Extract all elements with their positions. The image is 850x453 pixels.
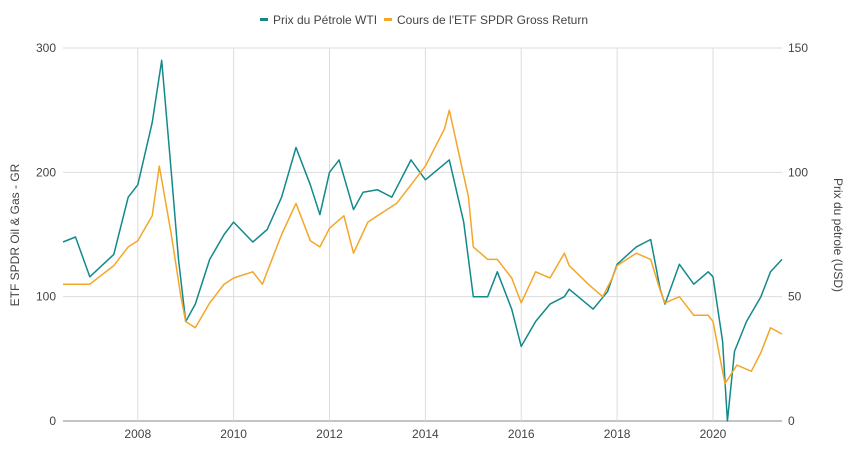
y-right-tick-label: 50: [788, 290, 802, 304]
legend-swatch-etf: [384, 18, 392, 21]
y-right-label: Prix du pétrole (USD): [831, 178, 845, 292]
x-tick-label: 2008: [124, 427, 151, 441]
legend-label-etf: Cours de l'ETF SPDR Gross Return: [397, 13, 588, 27]
x-tick-label: 2018: [604, 427, 631, 441]
y-right-tick-label: 100: [788, 165, 808, 179]
x-tick-label: 2016: [508, 427, 535, 441]
y-left-tick-label: 0: [49, 414, 56, 428]
legend: Prix du Pétrole WTI Cours de l'ETF SPDR …: [260, 13, 588, 27]
series-line-wti: [62, 59, 783, 422]
legend-swatch-wti: [260, 18, 268, 21]
axis-ticks: 0 100 200 300 0 50 100 150 2008 2010 2012 2014 2016 2…: [36, 41, 808, 441]
y-left-tick-label: 300: [36, 41, 56, 55]
y-right-tick-label: 0: [788, 414, 795, 428]
series-line-etf: [63, 109, 783, 385]
y-left-tick-label: 100: [36, 290, 56, 304]
y-left-tick-label: 200: [36, 165, 56, 179]
legend-label-wti: Prix du Pétrole WTI: [273, 13, 377, 27]
y-right-tick-label: 150: [788, 41, 808, 55]
x-tick-label: 2012: [316, 427, 343, 441]
y-left-label: ETF SPDR Oil & Gas - GR: [8, 163, 22, 306]
series-lines: [62, 59, 783, 422]
x-tick-label: 2020: [700, 427, 727, 441]
x-tick-label: 2010: [220, 427, 247, 441]
x-tick-label: 2014: [412, 427, 439, 441]
